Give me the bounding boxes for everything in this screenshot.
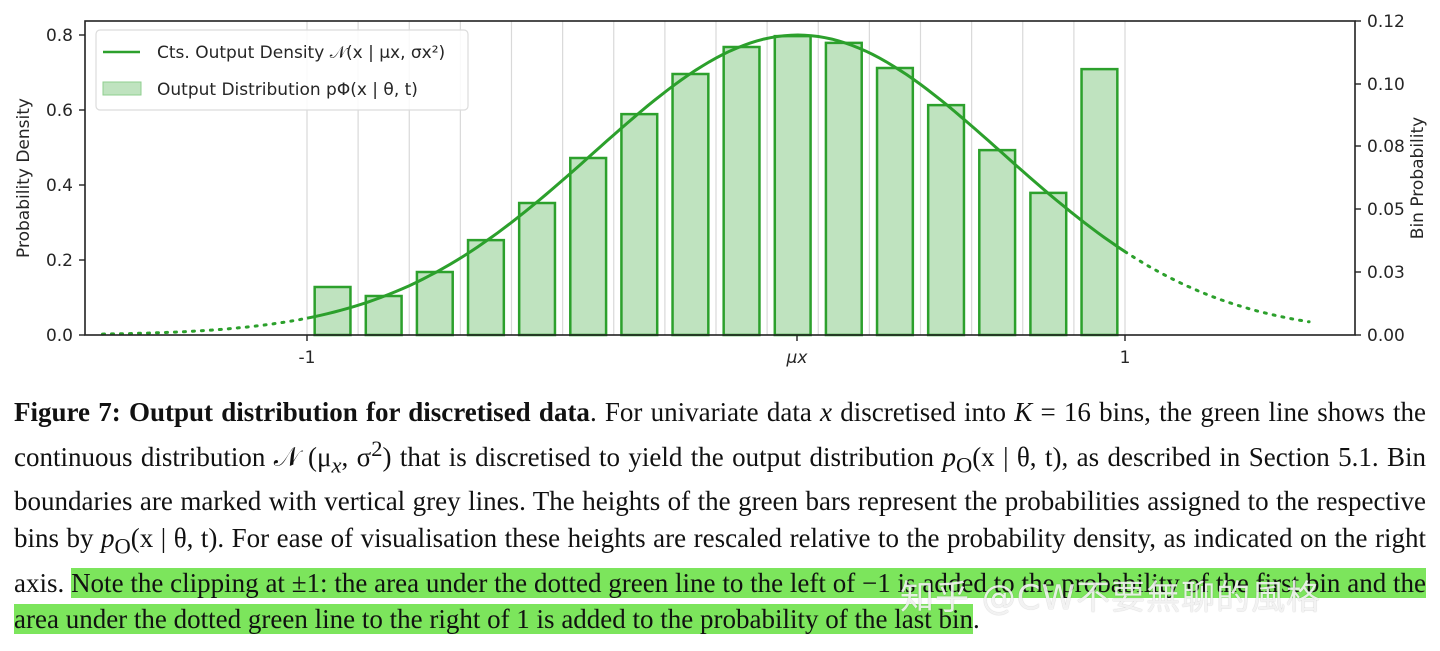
caption-text-6: (x | θ, t), as described in Section 5.1.…	[14, 441, 1426, 553]
figure-caption: Figure 7: Output distribution for discre…	[14, 394, 1427, 638]
math-p-2: p	[101, 522, 115, 553]
bar	[671, 72, 710, 337]
y-axis-label: Probability Density	[14, 98, 34, 258]
y-right-tick-label: 0.10	[1367, 75, 1405, 95]
bar	[1080, 67, 1119, 337]
chart-figure: 0.0 0.2 0.4 0.6 0.8 0.00 0.03 0.05 0.08 0.10 0.12 -…	[14, 12, 1428, 368]
caption-text-3: = 16 bins, the green line shows the cont…	[14, 397, 1426, 472]
highlighted-text: Note the clipping at ±1: the area under …	[14, 567, 1427, 635]
bar	[466, 238, 506, 337]
caption-text-1: . For univariate data	[589, 397, 821, 427]
y-tick-label: 0.8	[46, 26, 73, 46]
y-right-axis-label: Bin Probability	[1408, 117, 1428, 239]
y-right-tick-label: 0.12	[1367, 12, 1405, 32]
y-right-tick-label: 0.08	[1367, 137, 1405, 157]
math-K: K	[1014, 397, 1033, 427]
plot-frame	[84, 20, 1356, 336]
y-right-tick-label: 0.03	[1367, 263, 1405, 283]
density-curve-dotted-right	[1123, 250, 1311, 324]
math-sub-x: x	[331, 451, 342, 477]
bar	[569, 156, 608, 337]
x-tick-label: -1	[299, 348, 316, 368]
legend-box	[95, 29, 469, 111]
caption-period: .	[972, 604, 980, 635]
density-curve-solid	[306, 33, 1126, 320]
x-tick-label: μx	[786, 348, 809, 368]
math-p: p	[942, 441, 956, 472]
caption-text-4: , σ	[341, 441, 372, 472]
figure-label: Figure 7: Output distribution for discre…	[14, 397, 590, 427]
caption-text-7: (x | θ, t). For ease of visualisation th…	[14, 522, 1427, 598]
bar	[1029, 191, 1068, 337]
bar	[978, 148, 1017, 337]
bar	[415, 270, 454, 337]
bar	[875, 66, 915, 337]
density-curve-dotted-left	[101, 316, 309, 336]
bar	[517, 201, 557, 337]
math-sub-O: O	[955, 451, 973, 477]
legend-label-line: Cts. Output Density 𝒩(x | μx, σx²)	[157, 43, 445, 63]
bar	[620, 112, 659, 337]
y-right-tick-label: 0.00	[1367, 326, 1405, 346]
bar	[773, 34, 812, 337]
caption-text-2: discretised into	[832, 397, 1015, 427]
y-right-tick-label: 0.05	[1367, 200, 1405, 220]
y-tick-label: 0.0	[46, 326, 73, 346]
y-tick-label: 0.2	[46, 251, 73, 271]
x-tick-label: 1	[1120, 348, 1131, 368]
legend-label-bars: Output Distribution pΦ(x | θ, t)	[157, 80, 418, 100]
math-x: x	[820, 397, 833, 427]
legend-patch-icon	[102, 81, 142, 96]
bar	[364, 294, 403, 337]
caption-text-5: ) that is discretised to yield the outpu…	[382, 441, 943, 472]
bar	[926, 103, 966, 337]
bar	[824, 41, 863, 337]
math-sub-O-2: O	[114, 533, 131, 559]
bar	[722, 45, 761, 337]
y-tick-label: 0.6	[46, 101, 73, 121]
y-tick-label: 0.4	[46, 176, 73, 196]
math-sup-2: 2	[371, 435, 383, 461]
